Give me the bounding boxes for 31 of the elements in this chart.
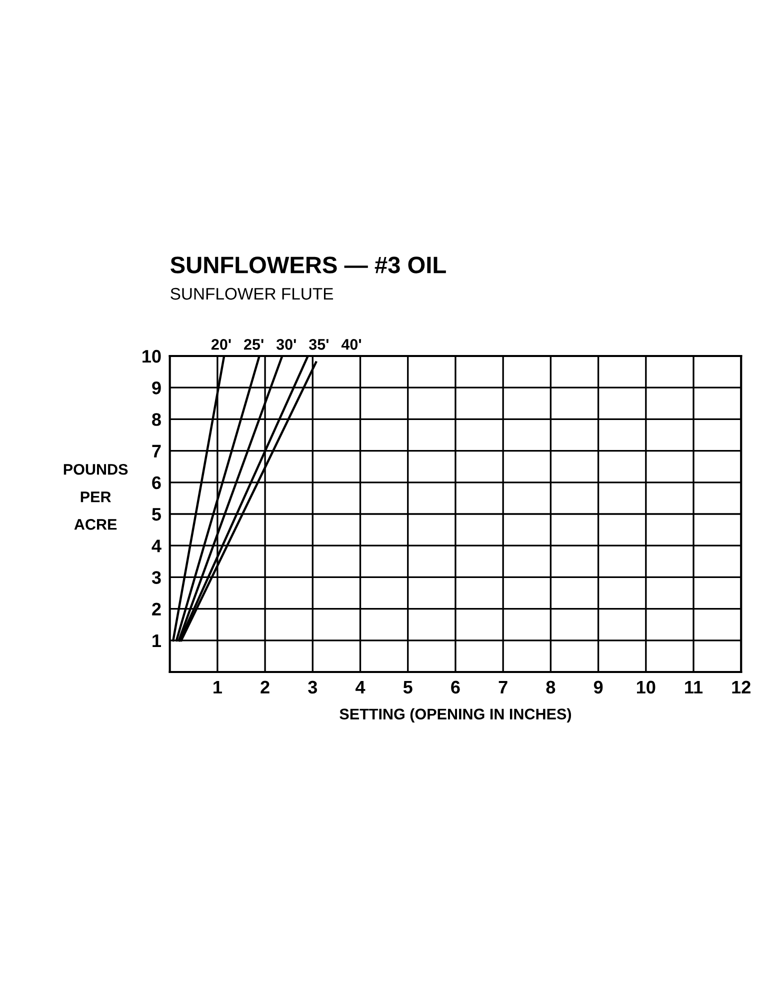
x-tick-label: 8 [546,680,556,694]
x-tick-label: 4 [356,680,366,694]
x-tick-label: 11 [685,680,703,694]
series-label: 40' [341,339,362,350]
x-tick-label: 3 [308,680,318,694]
x-tick-label: 5 [403,680,412,694]
y-tick-label: 6 [152,476,161,490]
x-tick-label: 12 [732,680,750,694]
x-tick-label: 6 [451,680,460,694]
x-tick-label: 2 [260,680,270,694]
y-tick-label: 9 [152,382,161,394]
series-label: 35' [308,339,328,350]
series-label: 25' [244,339,264,350]
y-tick-label: 7 [152,444,161,458]
y-tick-label: 1 [152,634,162,647]
x-tick-label: 10 [637,680,656,694]
chart-title: SUNFLOWERS — #3 OIL [170,256,446,274]
x-tick-label: 9 [594,680,603,694]
y-tick-label: 2 [152,602,161,616]
y-tick-label: 3 [152,571,161,584]
y-tick-label: 4 [152,540,162,552]
x-tick-label: 7 [498,680,508,694]
chart-subtitle: SUNFLOWER FLUTE [170,288,334,300]
series-label: 30' [276,339,296,350]
y-tick-label: 8 [152,413,161,426]
x-tick-label: 1 [214,680,222,694]
y-axis-title: POUNDS PER ACRE [64,464,128,530]
x-axis-title: SETTING (OPENING IN INCHES) [340,708,572,723]
series-label: 20' [211,339,231,350]
y-tick-label: 10 [142,350,161,363]
y-tick-label: 5 [152,508,162,521]
